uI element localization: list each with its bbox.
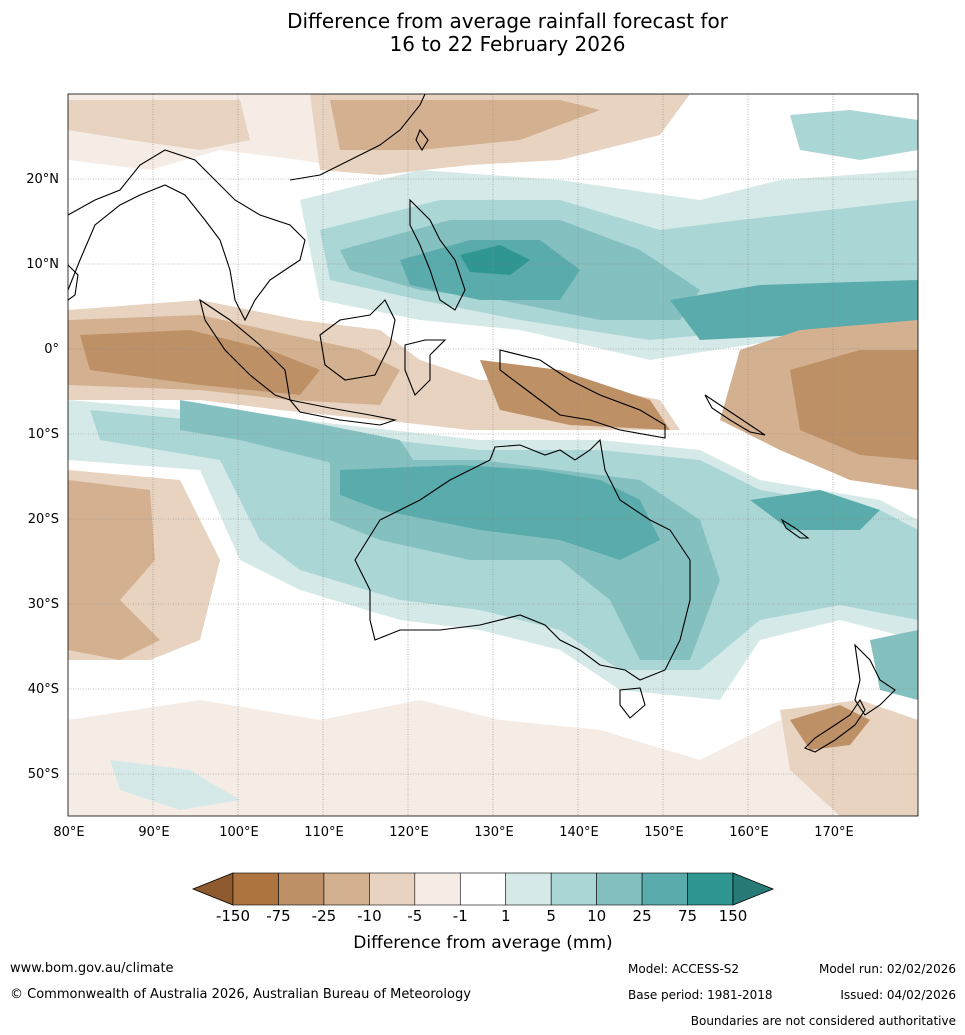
- latitude-ticks: 20°N 10°N 0° 10°S 20°S 30°S 40°S 50°S: [26, 172, 59, 782]
- footer-issued: Issued: 04/02/2026: [840, 988, 956, 1002]
- anomaly-region-new-guinea-dry: [480, 360, 670, 430]
- footer-url[interactable]: www.bom.gov.au/climate: [10, 961, 174, 976]
- colorbar-tick-label: -5: [407, 907, 422, 925]
- lat-tick: 40°S: [28, 682, 59, 697]
- colorbar-swatch: [641, 872, 688, 906]
- anomaly-region-northeast-wet: [790, 110, 918, 160]
- lon-tick: 100°E: [219, 825, 259, 840]
- colorbar-tick-label: -75: [266, 907, 291, 925]
- australia-outline: [354, 438, 691, 681]
- colorbar-tick-label: 1: [501, 907, 511, 925]
- lon-tick: 160°E: [729, 825, 769, 840]
- colorbar-swatch: [278, 872, 325, 906]
- lat-tick: 0°: [44, 342, 59, 357]
- tasmania-outline: [619, 687, 646, 719]
- map-frame: [67, 93, 919, 817]
- sulawesi-outline: [404, 339, 447, 396]
- colorbar-tick-label: 5: [546, 907, 556, 925]
- coastlines: [68, 94, 896, 753]
- lat-tick: 10°N: [26, 257, 59, 272]
- colorbar-swatch: [414, 872, 461, 906]
- colorbar-tick-label: 150: [719, 907, 748, 925]
- anomaly-region-southern-indian-dry-2: [68, 600, 160, 660]
- anomaly-region-timor-sea-wet: [180, 400, 420, 470]
- colorbar-title: Difference from average (mm): [353, 933, 612, 953]
- footer-copyright: © Commonwealth of Australia 2026, Austra…: [10, 987, 471, 1002]
- lon-tick: 150°E: [644, 825, 684, 840]
- anomaly-region-china-dry: [68, 100, 250, 150]
- solomon-islands-outline: [704, 394, 766, 436]
- anomaly-region-southern-indian-dry-strong: [68, 480, 155, 600]
- philippines-outline: [409, 198, 466, 311]
- anomaly-region-philippines-wet-max: [460, 245, 530, 275]
- anomaly-region-southern-wet-patch: [110, 760, 240, 810]
- graticule: [68, 94, 918, 816]
- lon-tick: 90°E: [138, 825, 169, 840]
- lat-tick: 20°N: [26, 172, 59, 187]
- anomaly-region-solomon-dry-strong: [790, 350, 918, 460]
- footer-model-run: Model run: 02/02/2026: [818, 962, 956, 976]
- lat-tick: 30°S: [28, 597, 59, 612]
- borneo-outline: [319, 299, 396, 381]
- lat-tick: 50°S: [28, 767, 59, 782]
- anomaly-region-indian-ocean-dry-strong: [80, 330, 320, 395]
- taiwan-outline: [415, 128, 429, 152]
- asia-mainland-outline: [68, 149, 306, 322]
- colorbar-tick-label: -25: [312, 907, 337, 925]
- colorbar-tick-labels: -150 -75 -25 -10 -5 -1 1 5 10 25 75 150: [216, 907, 747, 925]
- colorbar-swatches: [232, 872, 734, 906]
- lon-tick: 80°E: [53, 825, 84, 840]
- colorbar-tick-label: -10: [357, 907, 382, 925]
- anomaly-region-new-zealand-dry: [790, 705, 870, 750]
- colorbar-swatch: [369, 872, 416, 906]
- anomaly-region-north-island-wet: [870, 630, 918, 700]
- lon-tick: 110°E: [304, 825, 344, 840]
- anomaly-region-southern-ocean-dry: [68, 700, 918, 816]
- colorbar-max-arrow: [732, 872, 775, 906]
- colorbar-swatch: [550, 872, 597, 906]
- java-outline: [288, 399, 398, 426]
- lon-tick: 170°E: [814, 825, 854, 840]
- map-panel: [67, 93, 919, 817]
- lat-tick: 20°S: [28, 512, 59, 527]
- anomaly-region-northern-australia-wet-strong: [340, 465, 660, 560]
- colorbar-tick-label: 75: [678, 907, 697, 925]
- footer-model: Model: ACCESS-S2: [628, 962, 740, 976]
- lon-tick: 140°E: [559, 825, 599, 840]
- footer-disclaimer: Boundaries are not considered authoritat…: [690, 1014, 956, 1028]
- sumatra-outline: [199, 298, 291, 401]
- china-coast-outline: [289, 94, 426, 181]
- sri-lanka-outline: [68, 264, 79, 301]
- title-line-1: Difference from average rainfall forecas…: [287, 9, 728, 33]
- longitude-ticks: 80°E 90°E 100°E 110°E 120°E 130°E 140°E …: [53, 825, 853, 840]
- colorbar-tick-label: 25: [633, 907, 652, 925]
- colorbar-swatch: [232, 872, 279, 906]
- new-guinea-outline: [499, 349, 666, 439]
- colorbar-swatch: [323, 872, 370, 906]
- lon-tick: 130°E: [474, 825, 514, 840]
- footer-base-period: Base period: 1981-2018: [628, 988, 773, 1002]
- new-caledonia-outline: [780, 518, 810, 539]
- lat-tick: 10°S: [28, 427, 59, 442]
- rainfall-anomaly-field: [68, 94, 918, 816]
- colorbar-tick-label: -150: [216, 907, 250, 925]
- colorbar-tick-label: 10: [587, 907, 606, 925]
- colorbar-tick-label: -1: [453, 907, 468, 925]
- colorbar-swatch: [596, 872, 643, 906]
- new-zealand-south-outline: [804, 698, 866, 753]
- colorbar: -150 -75 -25 -10 -5 -1 1 5 10 25 75 150 Difference …: [191, 872, 775, 953]
- lon-tick: 120°E: [389, 825, 429, 840]
- map-title: Difference from average rainfall forecas…: [0, 10, 965, 56]
- colorbar-min-arrow: [191, 872, 234, 906]
- colorbar-swatch: [687, 872, 734, 906]
- anomaly-region-central-pacific-wet: [670, 280, 918, 340]
- colorbar-swatch: [459, 872, 507, 906]
- colorbar-swatch: [505, 872, 552, 906]
- new-zealand-north-outline: [854, 643, 896, 716]
- anomaly-region-north-dry-strong: [330, 100, 600, 150]
- title-line-2: 16 to 22 February 2026: [389, 32, 626, 56]
